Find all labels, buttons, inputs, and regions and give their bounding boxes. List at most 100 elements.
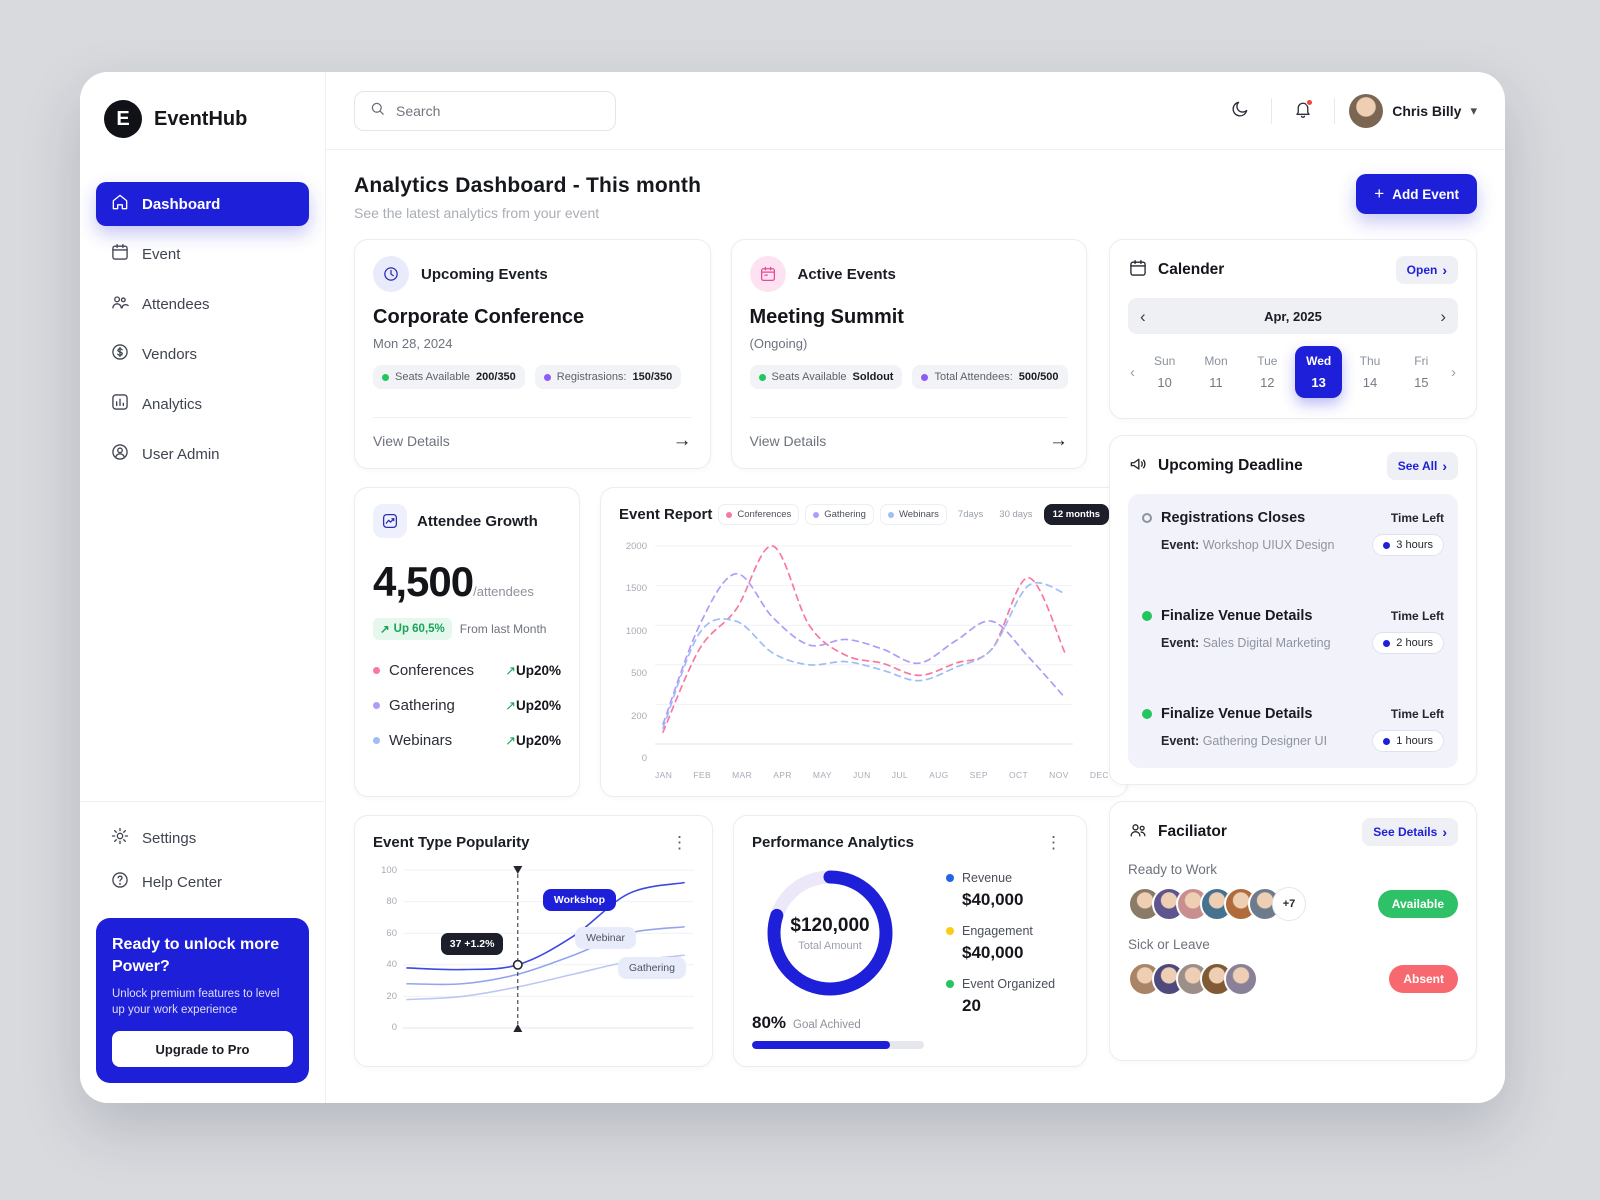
promo-title: Ready to unlock more Power? xyxy=(112,936,280,976)
available-badge: Available xyxy=(1377,890,1458,918)
day-cell-fri[interactable]: Fri 15 xyxy=(1414,354,1429,390)
month-selector: ‹ Apr, 2025 › xyxy=(1128,298,1458,334)
see-details-link[interactable]: See Details › xyxy=(1362,818,1458,846)
label-workshop: Workshop xyxy=(542,889,616,911)
megaphone-icon xyxy=(1128,454,1148,479)
event-title: Meeting Summit xyxy=(749,306,904,328)
sidebar-nav: Dashboard Event Attendees Vendors Analyt… xyxy=(80,182,325,476)
user-menu[interactable]: Chris Billy ▾ xyxy=(1349,93,1477,128)
card-label: Active Events xyxy=(797,265,896,283)
upcoming-events-card: Upcoming Events Corporate Conference Mon… xyxy=(354,239,711,469)
sidebar-item-dashboard[interactable]: Dashboard xyxy=(96,182,309,226)
growth-chart-icon xyxy=(373,504,407,538)
kebab-menu-icon[interactable]: ⋮ xyxy=(665,832,694,853)
view-details-link[interactable]: View Details → xyxy=(749,417,1068,452)
upgrade-to-pro-button[interactable]: Upgrade to Pro xyxy=(112,1031,293,1067)
arrow-up-right-icon: ↗ xyxy=(380,624,390,636)
calendar-event-icon xyxy=(749,256,786,292)
panel-title: Calender xyxy=(1158,261,1225,278)
next-month-button[interactable]: › xyxy=(1440,306,1446,326)
deadline-item[interactable]: Registrations Closes Time Left Event: Wo… xyxy=(1142,510,1444,556)
range-12months[interactable]: 12 months xyxy=(1043,504,1110,525)
see-all-link[interactable]: See All › xyxy=(1386,452,1458,480)
notification-dot xyxy=(1306,98,1314,106)
calendar-icon xyxy=(1128,258,1148,283)
day-cell-wed-selected[interactable]: Wed 13 xyxy=(1294,346,1343,398)
app-window: E EventHub Dashboard Event Attendees Ven… xyxy=(80,72,1505,1103)
time-left-badge: 1 hours xyxy=(1372,730,1444,752)
add-event-button[interactable]: + Add Event xyxy=(1356,174,1477,214)
topbar-actions: Chris Billy ▾ xyxy=(1223,93,1477,128)
day-cell-mon[interactable]: Mon 11 xyxy=(1204,354,1228,390)
y-axis-labels: 100 80 60 40 20 0 xyxy=(381,865,397,1033)
month-label: Apr, 2025 xyxy=(1264,308,1322,324)
sidebar-footer: Settings Help Center Ready to unlock mor… xyxy=(80,801,325,1103)
search-box[interactable] xyxy=(354,90,616,131)
attendees-badge: Total Attendees: 500/500 xyxy=(912,365,1068,389)
divider xyxy=(1271,97,1273,124)
legend-dot-icon xyxy=(946,980,954,988)
search-icon xyxy=(369,100,386,122)
seats-badge: Seats Available Soldout xyxy=(749,365,903,389)
attendee-growth-card: Attendee Growth 4,500 /attendees ↗ Up 60,… xyxy=(354,487,580,797)
range-7days[interactable]: 7days xyxy=(957,509,984,520)
bell-icon xyxy=(1293,99,1313,122)
time-left-badge: 2 hours xyxy=(1372,632,1444,654)
sidebar-item-settings[interactable]: Settings xyxy=(96,816,309,860)
arrow-right-icon: → xyxy=(1049,430,1068,451)
users-icon xyxy=(110,292,130,316)
dashboard-content: Analytics Dashboard - This month See the… xyxy=(326,150,1505,1103)
arrow-up-right-icon: ↗ xyxy=(505,697,516,713)
view-details-link[interactable]: View Details → xyxy=(373,417,692,452)
blue-dot-icon xyxy=(1383,541,1391,549)
chevron-right-icon: › xyxy=(1442,824,1447,840)
day-cell-thu[interactable]: Thu 14 xyxy=(1359,354,1381,390)
deadline-item[interactable]: Finalize Venue Details Time Left Event: … xyxy=(1142,608,1444,654)
legend-event-organized: Event Organized 20 xyxy=(946,977,1055,1016)
sidebar-item-help-center[interactable]: Help Center xyxy=(96,860,309,904)
chevron-right-icon: › xyxy=(1442,458,1447,474)
app-logo: E xyxy=(104,100,142,138)
range-30days[interactable]: 30 days xyxy=(999,509,1033,520)
donut-chart: $120,000 Total Amount xyxy=(760,863,900,1003)
sidebar-item-label: Attendees xyxy=(142,295,210,313)
home-icon xyxy=(110,192,130,216)
growth-delta-badge: ↗ Up 60,5% xyxy=(373,618,452,640)
series-dot-icon xyxy=(373,737,380,744)
sidebar-item-attendees[interactable]: Attendees xyxy=(96,282,309,326)
day-cell-sun[interactable]: Sun 10 xyxy=(1153,354,1176,390)
deadline-item[interactable]: Finalize Venue Details Time Left Event: … xyxy=(1142,706,1444,752)
sidebar-item-vendors[interactable]: Vendors xyxy=(96,332,309,376)
goal-caption: Goal Achived xyxy=(793,1019,861,1031)
legend-gathering: Gathering xyxy=(805,504,874,525)
brand: E EventHub xyxy=(80,72,325,148)
search-input[interactable] xyxy=(396,102,601,119)
y-axis-labels: 2000 1500 1000 500 200 0 xyxy=(625,541,647,764)
prev-month-button[interactable]: ‹ xyxy=(1140,306,1146,326)
calendar-open-link[interactable]: Open › xyxy=(1395,256,1458,284)
days-strip: ‹ Sun 10 Mon 11 Tue 12 Wed 13 Thu 14 Fri 15 › xyxy=(1128,346,1458,398)
sidebar-item-event[interactable]: Event xyxy=(96,232,309,276)
add-event-label: Add Event xyxy=(1392,186,1459,202)
series-dot-icon xyxy=(373,702,380,709)
attendee-count: 4,500 xyxy=(373,558,474,605)
event-type-popularity-card: Event Type Popularity ⋮ 100 80 60 40 20 0 Wor… xyxy=(354,815,713,1067)
more-avatars-count[interactable]: +7 xyxy=(1272,887,1306,921)
purple-dot-icon xyxy=(921,373,929,381)
prev-days-button[interactable]: ‹ xyxy=(1130,363,1135,381)
ready-avatar-row: +7 Available xyxy=(1128,887,1458,921)
x-axis-labels: JAN FEB MAR APR MAY JUN JUL AUG SEP OCT NOV DEC xyxy=(655,770,1109,780)
page-subtitle: See the latest analytics from your event xyxy=(354,205,600,221)
total-amount-caption: Total Amount xyxy=(798,939,862,952)
growth-row-conferences: Conferences ↗Up20% xyxy=(373,662,561,679)
day-cell-tue[interactable]: Tue 12 xyxy=(1257,354,1278,390)
panel-title: Faciliator xyxy=(1158,823,1227,840)
next-days-button[interactable]: › xyxy=(1450,363,1456,381)
sidebar-item-analytics[interactable]: Analytics xyxy=(96,382,309,426)
logo-letter: E xyxy=(116,107,130,130)
kebab-menu-icon[interactable]: ⋮ xyxy=(1039,832,1068,853)
sidebar-item-user-admin[interactable]: User Admin xyxy=(96,432,309,476)
dark-mode-button[interactable] xyxy=(1223,94,1257,128)
growth-row-webinars: Webinars ↗Up20% xyxy=(373,732,561,749)
notifications-button[interactable] xyxy=(1286,94,1320,128)
